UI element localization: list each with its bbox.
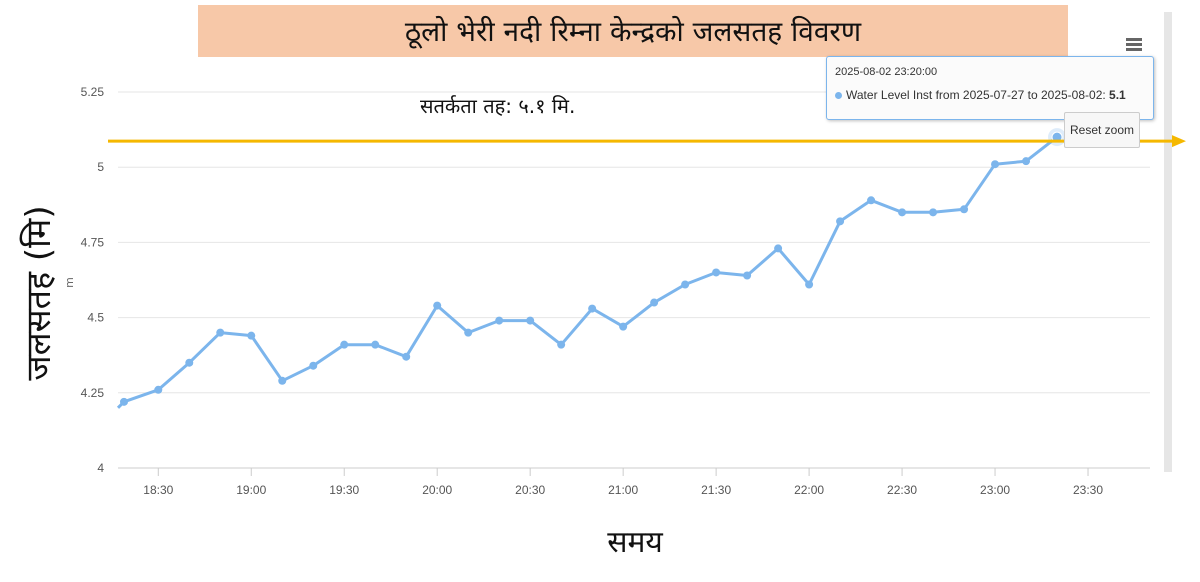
- data-point: [681, 280, 690, 289]
- x-tick-label: 23:30: [1073, 483, 1103, 497]
- warning-level-label: सतर्कता तह: ५.१ मि.: [420, 94, 576, 118]
- data-point: [216, 328, 225, 337]
- data-point: [526, 316, 535, 325]
- chart-title: ठूलो भेरी नदी रिम्ना केन्द्रको जलसतह विव…: [198, 5, 1068, 57]
- data-point: [929, 208, 938, 217]
- x-tick-label: 19:00: [236, 483, 266, 497]
- data-point: [650, 298, 659, 307]
- data-point: [278, 376, 287, 385]
- data-point: [371, 340, 380, 349]
- data-point: [898, 208, 907, 217]
- x-tick-label: 22:00: [794, 483, 824, 497]
- y-tick-label: 5: [97, 160, 104, 174]
- data-point: [1022, 157, 1031, 166]
- y-tick-label: 4.25: [81, 386, 105, 400]
- y-tick-label: 4.5: [87, 311, 104, 325]
- data-point: [712, 268, 721, 277]
- x-tick-label: 23:00: [980, 483, 1010, 497]
- tooltip-date: 2025-08-02 23:20:00: [835, 66, 938, 78]
- data-point: [247, 331, 256, 340]
- y-tick-label: 4: [97, 461, 104, 475]
- data-point: [340, 340, 349, 349]
- x-tick-label: 21:30: [701, 483, 731, 497]
- data-point: [867, 196, 876, 205]
- data-point: [309, 361, 318, 370]
- warning-arrow-icon: [1172, 135, 1186, 148]
- x-tick-label: 18:30: [143, 483, 173, 497]
- x-axis-label: समय: [607, 525, 663, 560]
- data-point: [619, 322, 628, 331]
- scrollbar[interactable]: [1164, 12, 1172, 472]
- tooltip-row: Water Level Inst from 2025-07-27 to 2025…: [835, 88, 1126, 102]
- tooltip-series-label: Water Level Inst from 2025-07-27 to 2025…: [846, 88, 1106, 102]
- x-tick-label: 21:00: [608, 483, 638, 497]
- data-point: [464, 328, 473, 337]
- x-tick-label: 22:30: [887, 483, 917, 497]
- x-tick-label: 19:30: [329, 483, 359, 497]
- x-tick-label: 20:00: [422, 483, 452, 497]
- series-line: [116, 135, 1058, 409]
- data-point: [154, 385, 163, 394]
- data-point: [433, 301, 442, 310]
- y-tick-label: 5.25: [81, 85, 105, 99]
- data-point: [743, 271, 752, 280]
- y-tick-label: 4.75: [81, 235, 105, 249]
- data-tooltip: 2025-08-02 23:20:00 Water Level Inst fro…: [826, 56, 1154, 120]
- x-tick-label: 20:30: [515, 483, 545, 497]
- data-point: [588, 304, 597, 313]
- data-point: [774, 244, 783, 253]
- hamburger-menu-icon[interactable]: [1126, 38, 1142, 52]
- data-point: [805, 280, 814, 289]
- data-point: [495, 316, 504, 325]
- tooltip-value: 5.1: [1109, 88, 1126, 102]
- series-dot-icon: [835, 92, 842, 99]
- data-point: [960, 205, 969, 214]
- data-point: [402, 352, 411, 361]
- data-point: [836, 217, 845, 226]
- data-point: [120, 397, 128, 406]
- reset-zoom-button[interactable]: Reset zoom: [1064, 112, 1140, 148]
- data-point: [991, 160, 1000, 169]
- data-point: [557, 340, 566, 349]
- data-point: [185, 358, 194, 367]
